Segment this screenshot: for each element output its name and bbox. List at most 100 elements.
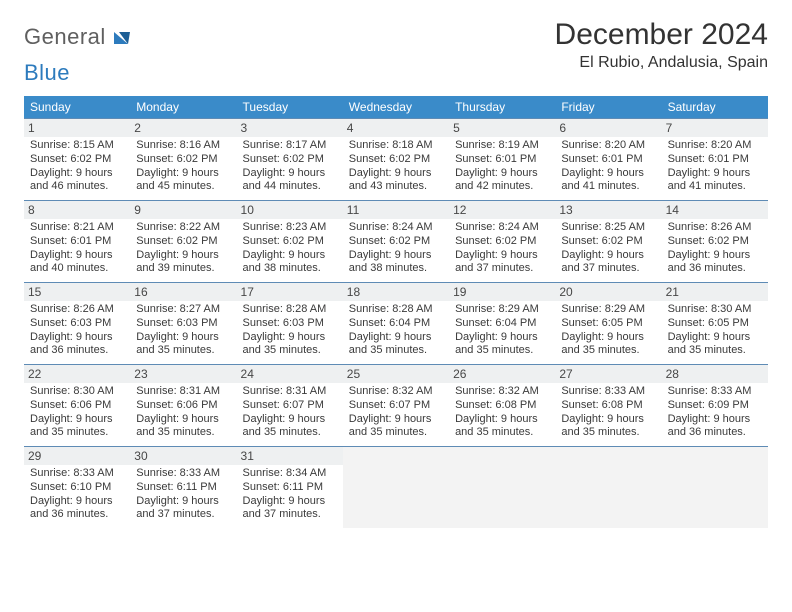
daylight-text: and 36 minutes. <box>30 344 124 358</box>
calendar-day-cell: 20Sunrise: 8:29 AMSunset: 6:05 PMDayligh… <box>555 283 661 364</box>
day-number: 5 <box>449 119 555 137</box>
calendar-day-cell: 17Sunrise: 8:28 AMSunset: 6:03 PMDayligh… <box>237 283 343 364</box>
daylight-text: Daylight: 9 hours <box>243 167 337 181</box>
daylight-text: and 35 minutes. <box>243 344 337 358</box>
weekday-label: Friday <box>555 96 661 118</box>
daylight-text: Daylight: 9 hours <box>30 331 124 345</box>
sunset-text: Sunset: 6:07 PM <box>349 399 443 413</box>
sunset-text: Sunset: 6:10 PM <box>30 481 124 495</box>
sunrise-text: Sunrise: 8:34 AM <box>243 467 337 481</box>
sunrise-text: Sunrise: 8:24 AM <box>455 221 549 235</box>
sunset-text: Sunset: 6:11 PM <box>136 481 230 495</box>
calendar-day-cell: 2Sunrise: 8:16 AMSunset: 6:02 PMDaylight… <box>130 119 236 200</box>
daylight-text: and 37 minutes. <box>136 508 230 522</box>
calendar-empty-cell <box>343 447 449 528</box>
daylight-text: Daylight: 9 hours <box>136 249 230 263</box>
day-number: 7 <box>662 119 768 137</box>
calendar-day-cell: 27Sunrise: 8:33 AMSunset: 6:08 PMDayligh… <box>555 365 661 446</box>
sunrise-text: Sunrise: 8:33 AM <box>668 385 762 399</box>
title-block: December 2024 El Rubio, Andalusia, Spain <box>555 18 768 72</box>
sunrise-text: Sunrise: 8:33 AM <box>30 467 124 481</box>
calendar-day-cell: 7Sunrise: 8:20 AMSunset: 6:01 PMDaylight… <box>662 119 768 200</box>
location-label: El Rubio, Andalusia, Spain <box>555 54 768 72</box>
calendar-empty-cell <box>555 447 661 528</box>
daylight-text: Daylight: 9 hours <box>455 413 549 427</box>
daylight-text: and 46 minutes. <box>30 180 124 194</box>
weekday-label: Sunday <box>24 96 130 118</box>
calendar-day-cell: 28Sunrise: 8:33 AMSunset: 6:09 PMDayligh… <box>662 365 768 446</box>
brand-part1: General <box>24 24 106 50</box>
daylight-text: and 37 minutes. <box>455 262 549 276</box>
calendar-day-cell: 13Sunrise: 8:25 AMSunset: 6:02 PMDayligh… <box>555 201 661 282</box>
daylight-text: Daylight: 9 hours <box>455 331 549 345</box>
brand-part2: Blue <box>24 60 70 85</box>
sunrise-text: Sunrise: 8:17 AM <box>243 139 337 153</box>
sunrise-text: Sunrise: 8:26 AM <box>668 221 762 235</box>
sunset-text: Sunset: 6:02 PM <box>243 235 337 249</box>
daylight-text: and 37 minutes. <box>561 262 655 276</box>
daylight-text: and 35 minutes. <box>349 426 443 440</box>
sunrise-text: Sunrise: 8:24 AM <box>349 221 443 235</box>
day-number: 20 <box>555 283 661 301</box>
sunset-text: Sunset: 6:02 PM <box>136 235 230 249</box>
daylight-text: Daylight: 9 hours <box>243 249 337 263</box>
calendar-empty-cell <box>662 447 768 528</box>
day-number: 1 <box>24 119 130 137</box>
daylight-text: Daylight: 9 hours <box>136 495 230 509</box>
day-number: 31 <box>237 447 343 465</box>
sunrise-text: Sunrise: 8:29 AM <box>561 303 655 317</box>
sunset-text: Sunset: 6:05 PM <box>561 317 655 331</box>
calendar-day-cell: 5Sunrise: 8:19 AMSunset: 6:01 PMDaylight… <box>449 119 555 200</box>
daylight-text: and 36 minutes. <box>668 262 762 276</box>
sunset-text: Sunset: 6:01 PM <box>668 153 762 167</box>
daylight-text: and 36 minutes. <box>30 508 124 522</box>
sunrise-text: Sunrise: 8:16 AM <box>136 139 230 153</box>
daylight-text: and 35 minutes. <box>30 426 124 440</box>
daylight-text: Daylight: 9 hours <box>455 249 549 263</box>
daylight-text: Daylight: 9 hours <box>30 249 124 263</box>
daylight-text: Daylight: 9 hours <box>349 167 443 181</box>
sunset-text: Sunset: 6:09 PM <box>668 399 762 413</box>
daylight-text: Daylight: 9 hours <box>136 331 230 345</box>
sunrise-text: Sunrise: 8:33 AM <box>136 467 230 481</box>
daylight-text: and 35 minutes. <box>561 426 655 440</box>
calendar-grid: Sunday Monday Tuesday Wednesday Thursday… <box>24 96 768 528</box>
daylight-text: Daylight: 9 hours <box>349 413 443 427</box>
day-number: 26 <box>449 365 555 383</box>
calendar-page: General December 2024 El Rubio, Andalusi… <box>0 0 792 612</box>
daylight-text: and 35 minutes. <box>668 344 762 358</box>
calendar-week-row: 29Sunrise: 8:33 AMSunset: 6:10 PMDayligh… <box>24 446 768 528</box>
weekday-header: Sunday Monday Tuesday Wednesday Thursday… <box>24 96 768 118</box>
daylight-text: Daylight: 9 hours <box>30 495 124 509</box>
day-number: 4 <box>343 119 449 137</box>
calendar-day-cell: 8Sunrise: 8:21 AMSunset: 6:01 PMDaylight… <box>24 201 130 282</box>
sunrise-text: Sunrise: 8:18 AM <box>349 139 443 153</box>
sunset-text: Sunset: 6:02 PM <box>668 235 762 249</box>
daylight-text: Daylight: 9 hours <box>30 167 124 181</box>
daylight-text: Daylight: 9 hours <box>561 249 655 263</box>
day-number: 15 <box>24 283 130 301</box>
weekday-label: Monday <box>130 96 236 118</box>
daylight-text: and 35 minutes. <box>455 426 549 440</box>
calendar-day-cell: 29Sunrise: 8:33 AMSunset: 6:10 PMDayligh… <box>24 447 130 528</box>
sunrise-text: Sunrise: 8:21 AM <box>30 221 124 235</box>
sunset-text: Sunset: 6:08 PM <box>455 399 549 413</box>
sunset-text: Sunset: 6:03 PM <box>136 317 230 331</box>
sunset-text: Sunset: 6:02 PM <box>349 153 443 167</box>
sunset-text: Sunset: 6:06 PM <box>30 399 124 413</box>
sunrise-text: Sunrise: 8:23 AM <box>243 221 337 235</box>
sunset-text: Sunset: 6:02 PM <box>455 235 549 249</box>
day-number: 16 <box>130 283 236 301</box>
day-number: 21 <box>662 283 768 301</box>
sunrise-text: Sunrise: 8:30 AM <box>668 303 762 317</box>
calendar-day-cell: 1Sunrise: 8:15 AMSunset: 6:02 PMDaylight… <box>24 119 130 200</box>
weekday-label: Thursday <box>449 96 555 118</box>
day-number: 6 <box>555 119 661 137</box>
day-number: 9 <box>130 201 236 219</box>
weekday-label: Wednesday <box>343 96 449 118</box>
calendar-day-cell: 26 Sunrise: 8:32 AMSunset: 6:08 PMDayligh… <box>449 365 555 446</box>
sunset-text: Sunset: 6:08 PM <box>561 399 655 413</box>
day-number: 28 <box>662 365 768 383</box>
sunrise-text: Sunrise: 8:32 AM <box>455 385 549 399</box>
daylight-text: and 41 minutes. <box>561 180 655 194</box>
